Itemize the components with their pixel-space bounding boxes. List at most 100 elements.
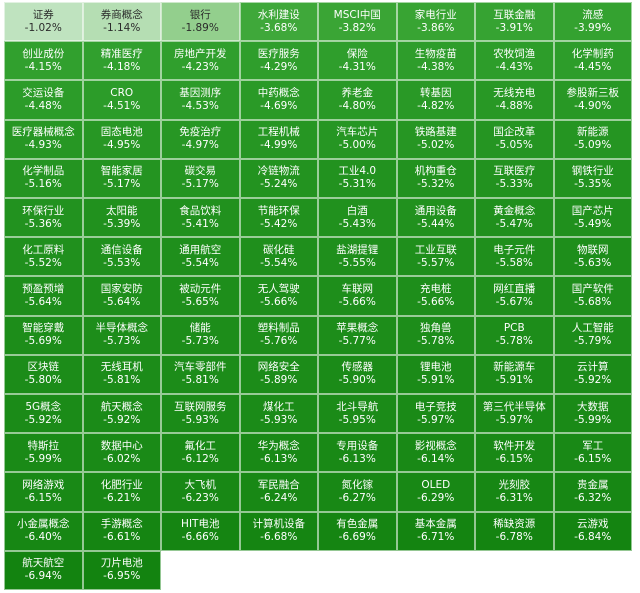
heatmap-tile[interactable]: 家电行业 -3.86% <box>396 2 475 42</box>
heatmap-tile[interactable]: 军民融合 -6.24% <box>239 472 318 512</box>
heatmap-tile[interactable]: 物联网 -5.63% <box>553 237 632 277</box>
heatmap-tile[interactable]: 手游概念 -6.61% <box>82 511 161 551</box>
heatmap-tile[interactable]: 影视概念 -6.14% <box>396 433 475 473</box>
heatmap-tile[interactable]: 网红直播 -5.67% <box>475 276 554 316</box>
heatmap-tile[interactable]: 白酒 -5.43% <box>318 198 397 238</box>
heatmap-tile[interactable]: 被动元件 -5.65% <box>161 276 240 316</box>
heatmap-tile[interactable]: 智能穿戴 -5.69% <box>4 315 83 355</box>
heatmap-tile[interactable]: 5G概念 -5.92% <box>4 394 83 434</box>
heatmap-tile[interactable]: 新能源 -5.09% <box>553 119 632 159</box>
heatmap-tile[interactable]: 计算机设备 -6.68% <box>239 511 318 551</box>
heatmap-tile[interactable]: 机构重仓 -5.32% <box>396 158 475 198</box>
heatmap-tile[interactable]: 碳化硅 -5.54% <box>239 237 318 277</box>
heatmap-tile[interactable]: 国家安防 -5.64% <box>82 276 161 316</box>
heatmap-tile[interactable]: 创业成份 -4.15% <box>4 41 83 81</box>
heatmap-tile[interactable]: 节能环保 -5.42% <box>239 198 318 238</box>
heatmap-tile[interactable]: 光刻胶 -6.31% <box>475 472 554 512</box>
heatmap-tile[interactable]: 医疗器械概念 -4.93% <box>4 119 83 159</box>
heatmap-tile[interactable]: 稀缺资源 -6.78% <box>475 511 554 551</box>
heatmap-tile[interactable]: 人工智能 -5.79% <box>553 315 632 355</box>
heatmap-tile[interactable]: 新能源车 -5.91% <box>475 354 554 394</box>
heatmap-tile[interactable]: 北斗导航 -5.95% <box>318 394 397 434</box>
heatmap-tile[interactable]: 环保行业 -5.36% <box>4 198 83 238</box>
heatmap-tile[interactable]: 化工原料 -5.52% <box>4 237 83 277</box>
heatmap-tile[interactable]: 半导体概念 -5.73% <box>82 315 161 355</box>
heatmap-tile[interactable]: 盐湖提锂 -5.55% <box>318 237 397 277</box>
heatmap-tile[interactable]: 农牧饲渔 -4.43% <box>475 41 554 81</box>
heatmap-tile[interactable]: 汽车芯片 -5.00% <box>318 119 397 159</box>
heatmap-tile[interactable]: 汽车零部件 -5.81% <box>161 354 240 394</box>
heatmap-tile[interactable]: 通信设备 -5.53% <box>82 237 161 277</box>
heatmap-tile[interactable]: 电子元件 -5.58% <box>475 237 554 277</box>
heatmap-tile[interactable]: 工业4.0 -5.31% <box>318 158 397 198</box>
heatmap-tile[interactable]: 智能家居 -5.17% <box>82 158 161 198</box>
heatmap-tile[interactable]: 太阳能 -5.39% <box>82 198 161 238</box>
heatmap-tile[interactable]: 苹果概念 -5.77% <box>318 315 397 355</box>
heatmap-tile[interactable]: 证券 -1.02% <box>4 2 83 42</box>
heatmap-tile[interactable]: 独角兽 -5.78% <box>396 315 475 355</box>
heatmap-tile[interactable]: 无人驾驶 -5.66% <box>239 276 318 316</box>
heatmap-tile[interactable]: 生物疫苗 -4.38% <box>396 41 475 81</box>
heatmap-tile[interactable]: 区块链 -5.80% <box>4 354 83 394</box>
heatmap-tile[interactable]: 大数据 -5.99% <box>553 394 632 434</box>
heatmap-tile[interactable]: 水利建设 -3.68% <box>239 2 318 42</box>
heatmap-tile[interactable]: 工业互联 -5.57% <box>396 237 475 277</box>
heatmap-tile[interactable]: 氮化镓 -6.27% <box>318 472 397 512</box>
heatmap-tile[interactable]: 航天航空 -6.94% <box>4 550 83 590</box>
heatmap-tile[interactable]: 转基因 -4.82% <box>396 80 475 120</box>
heatmap-tile[interactable]: 固态电池 -4.95% <box>82 119 161 159</box>
heatmap-tile[interactable]: 养老金 -4.80% <box>318 80 397 120</box>
heatmap-tile[interactable]: 大飞机 -6.23% <box>161 472 240 512</box>
heatmap-tile[interactable]: 特斯拉 -5.99% <box>4 433 83 473</box>
heatmap-tile[interactable]: 网络安全 -5.89% <box>239 354 318 394</box>
heatmap-tile[interactable]: 电子竞技 -5.97% <box>396 394 475 434</box>
heatmap-tile[interactable]: 钢铁行业 -5.35% <box>553 158 632 198</box>
heatmap-tile[interactable]: HIT电池 -6.66% <box>161 511 240 551</box>
heatmap-tile[interactable]: 车联网 -5.66% <box>318 276 397 316</box>
heatmap-tile[interactable]: 化学制药 -4.45% <box>553 41 632 81</box>
heatmap-tile[interactable]: 券商概念 -1.14% <box>82 2 161 42</box>
heatmap-tile[interactable]: 有色金属 -6.69% <box>318 511 397 551</box>
heatmap-tile[interactable]: 塑料制品 -5.76% <box>239 315 318 355</box>
heatmap-tile[interactable]: 充电桩 -5.66% <box>396 276 475 316</box>
heatmap-tile[interactable]: 第三代半导体 -5.97% <box>475 394 554 434</box>
heatmap-tile[interactable]: 医疗服务 -4.29% <box>239 41 318 81</box>
heatmap-tile[interactable]: 中药概念 -4.69% <box>239 80 318 120</box>
heatmap-tile[interactable]: 国企改革 -5.05% <box>475 119 554 159</box>
heatmap-tile[interactable]: 预盈预增 -5.64% <box>4 276 83 316</box>
heatmap-tile[interactable]: 化肥行业 -6.21% <box>82 472 161 512</box>
heatmap-tile[interactable]: 煤化工 -5.93% <box>239 394 318 434</box>
heatmap-tile[interactable]: 基因测序 -4.53% <box>161 80 240 120</box>
heatmap-tile[interactable]: 碳交易 -5.17% <box>161 158 240 198</box>
heatmap-tile[interactable]: 通用设备 -5.44% <box>396 198 475 238</box>
heatmap-tile[interactable]: 无线耳机 -5.81% <box>82 354 161 394</box>
heatmap-tile[interactable]: 参股新三板 -4.90% <box>553 80 632 120</box>
heatmap-tile[interactable]: 数据中心 -6.02% <box>82 433 161 473</box>
heatmap-tile[interactable]: 工程机械 -4.99% <box>239 119 318 159</box>
heatmap-tile[interactable]: 化学制品 -5.16% <box>4 158 83 198</box>
heatmap-tile[interactable]: 贵金属 -6.32% <box>553 472 632 512</box>
heatmap-tile[interactable]: 通用航空 -5.54% <box>161 237 240 277</box>
heatmap-tile[interactable]: 银行 -1.89% <box>161 2 240 42</box>
heatmap-tile[interactable]: 保险 -4.31% <box>318 41 397 81</box>
heatmap-tile[interactable]: 专用设备 -6.13% <box>318 433 397 473</box>
heatmap-tile[interactable]: 黄金概念 -5.47% <box>475 198 554 238</box>
heatmap-tile[interactable]: CRO -4.51% <box>82 80 161 120</box>
heatmap-tile[interactable]: OLED -6.29% <box>396 472 475 512</box>
heatmap-tile[interactable]: 精准医疗 -4.18% <box>82 41 161 81</box>
heatmap-tile[interactable]: 铁路基建 -5.02% <box>396 119 475 159</box>
heatmap-tile[interactable]: 锂电池 -5.91% <box>396 354 475 394</box>
heatmap-tile[interactable]: 国产芯片 -5.49% <box>553 198 632 238</box>
heatmap-tile[interactable]: 国产软件 -5.68% <box>553 276 632 316</box>
heatmap-tile[interactable]: 航天概念 -5.92% <box>82 394 161 434</box>
heatmap-tile[interactable]: 储能 -5.73% <box>161 315 240 355</box>
heatmap-tile[interactable]: 云游戏 -6.84% <box>553 511 632 551</box>
heatmap-tile[interactable]: 传感器 -5.90% <box>318 354 397 394</box>
heatmap-tile[interactable]: 无线充电 -4.88% <box>475 80 554 120</box>
heatmap-tile[interactable]: 华为概念 -6.13% <box>239 433 318 473</box>
heatmap-tile[interactable]: PCB -5.78% <box>475 315 554 355</box>
heatmap-tile[interactable]: 云计算 -5.92% <box>553 354 632 394</box>
heatmap-tile[interactable]: 小金属概念 -6.40% <box>4 511 83 551</box>
heatmap-tile[interactable]: 基本金属 -6.71% <box>396 511 475 551</box>
heatmap-tile[interactable]: 刀片电池 -6.95% <box>82 550 161 590</box>
